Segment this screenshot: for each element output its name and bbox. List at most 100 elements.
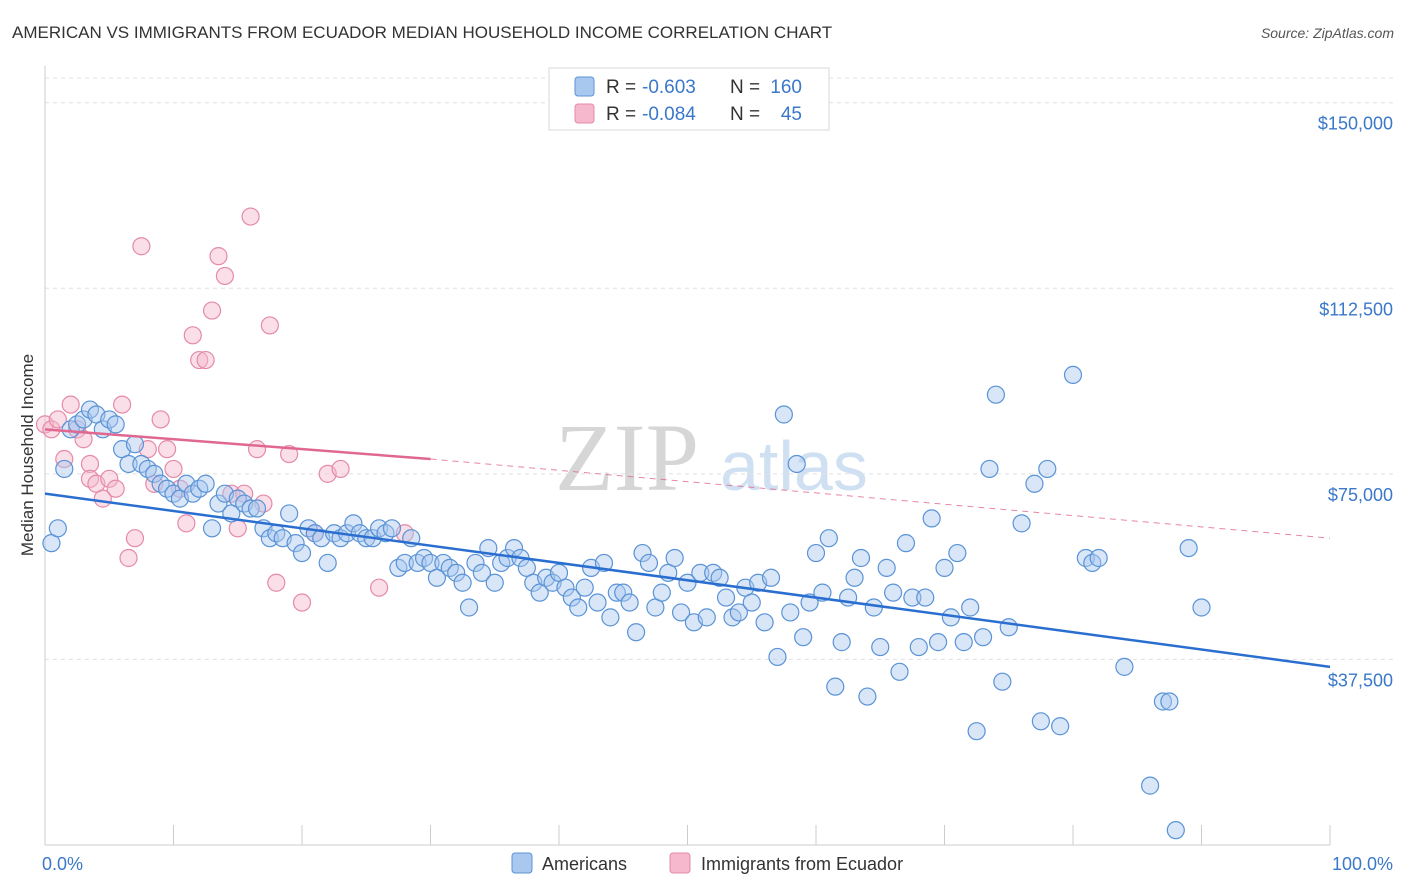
americans-point — [626, 623, 646, 642]
americans-point — [639, 553, 659, 573]
ecuador-point — [80, 454, 100, 474]
americans-point — [447, 563, 466, 582]
americans-point — [1192, 598, 1211, 617]
axes — [44, 66, 1331, 846]
americans-point — [787, 454, 806, 474]
americans-point — [864, 598, 883, 617]
americans-point — [1179, 538, 1198, 558]
americans-point — [344, 514, 363, 533]
chart-source: Source: ZipAtlas.com — [1261, 25, 1394, 41]
americans-point — [575, 578, 594, 597]
ecuador-point — [61, 395, 80, 414]
americans-point — [1025, 474, 1044, 493]
stats-legend-box — [548, 67, 830, 131]
bottom-legend-americans: Americans — [542, 854, 627, 874]
americans-point — [973, 628, 993, 647]
americans-point — [453, 573, 472, 592]
americans-point — [286, 534, 305, 553]
americans-point — [395, 553, 414, 573]
americans-point — [986, 385, 1006, 404]
americans-point — [247, 499, 267, 518]
americans-point — [935, 558, 954, 577]
americans-point — [652, 583, 671, 602]
americans-point — [1160, 692, 1179, 711]
y-tick-label-0: $37,500 — [1328, 670, 1393, 690]
americans-point — [472, 563, 491, 582]
americans-point — [819, 529, 838, 548]
americans-point — [1031, 712, 1050, 731]
americans-point — [241, 499, 260, 518]
legend-r-value-americans: -0.603 — [642, 77, 696, 98]
ecuador-point — [241, 207, 260, 226]
legend-swatch-americans — [574, 76, 595, 97]
americans-point — [382, 519, 402, 538]
y-tick-label-3: $150,000 — [1318, 114, 1393, 134]
legend-n-value-americans: 160 — [770, 77, 802, 98]
americans-point — [768, 647, 787, 667]
americans-point — [1140, 776, 1160, 795]
americans-point — [318, 553, 337, 573]
ecuador-point — [183, 326, 202, 345]
americans-point — [1063, 365, 1083, 385]
ecuador-point — [215, 266, 234, 286]
americans-point — [909, 637, 928, 657]
x-tick-label-0: 0.0% — [42, 854, 83, 874]
americans-point — [896, 534, 916, 553]
ecuador-point — [209, 247, 228, 266]
americans-point — [145, 464, 164, 483]
americans-point — [794, 628, 813, 647]
ecuador-point — [100, 469, 119, 488]
ecuador-point — [112, 395, 132, 414]
stats-legend: R = -0.603 N = 160 R = -0.084 N = 45 — [548, 67, 830, 131]
americans-point — [1089, 548, 1108, 568]
chart-title: AMERICAN VS IMMIGRANTS FROM ECUADOR MEDI… — [12, 23, 832, 42]
ecuador-point — [202, 301, 222, 320]
americans-point — [620, 593, 639, 612]
ecuador-point — [164, 459, 183, 479]
americans-point — [1038, 459, 1057, 479]
watermark-atlas: atlas — [720, 427, 868, 505]
y-tick-label-2: $112,500 — [1319, 299, 1393, 319]
americans-point — [761, 568, 781, 587]
ecuador-point — [267, 573, 286, 592]
americans-point — [125, 435, 145, 454]
americans-point — [871, 637, 890, 657]
bottom-legend-swatch-americans — [511, 852, 533, 874]
americans-point — [601, 608, 620, 627]
americans-point — [196, 474, 215, 493]
americans-point — [922, 509, 941, 528]
bottom-legend-swatch-ecuador — [669, 852, 691, 874]
americans-point — [665, 548, 684, 568]
ecuador-point — [370, 578, 389, 597]
y-tick-label-1: $75,000 — [1328, 485, 1393, 505]
americans-point — [119, 454, 138, 474]
americans-point — [292, 543, 312, 563]
y-tick-labels: $37,500 $75,000 $112,500 $150,000 — [1318, 114, 1393, 691]
ecuador-point — [331, 459, 350, 479]
ecuador-point — [260, 316, 279, 335]
ecuador-point — [48, 410, 67, 429]
ecuador-point — [125, 529, 145, 548]
ecuador-point — [292, 593, 312, 612]
americans-point — [202, 519, 222, 538]
americans-point — [729, 603, 749, 622]
americans-point — [633, 543, 652, 563]
americans-point — [851, 548, 871, 568]
americans-point — [774, 405, 793, 424]
bottom-legend-ecuador: Immigrants from Ecuador — [701, 854, 903, 874]
series-immigrants-from-ecuador — [35, 207, 414, 612]
ecuador-point — [132, 237, 151, 256]
x-tick-label-1: 100.0% — [1332, 854, 1393, 874]
legend-r-label-1: R = — [606, 77, 636, 98]
americans-point — [588, 593, 607, 612]
legend-r-value-ecuador: -0.084 — [642, 104, 696, 125]
americans-point — [106, 415, 125, 434]
legend-swatch-ecuador — [574, 103, 595, 124]
americans-point — [55, 459, 74, 479]
series-legend: Americans Immigrants from Ecuador — [511, 852, 903, 874]
americans-point — [967, 722, 986, 741]
ecuador-point — [68, 420, 87, 439]
americans-point — [980, 459, 999, 479]
ecuador-point — [55, 449, 74, 469]
